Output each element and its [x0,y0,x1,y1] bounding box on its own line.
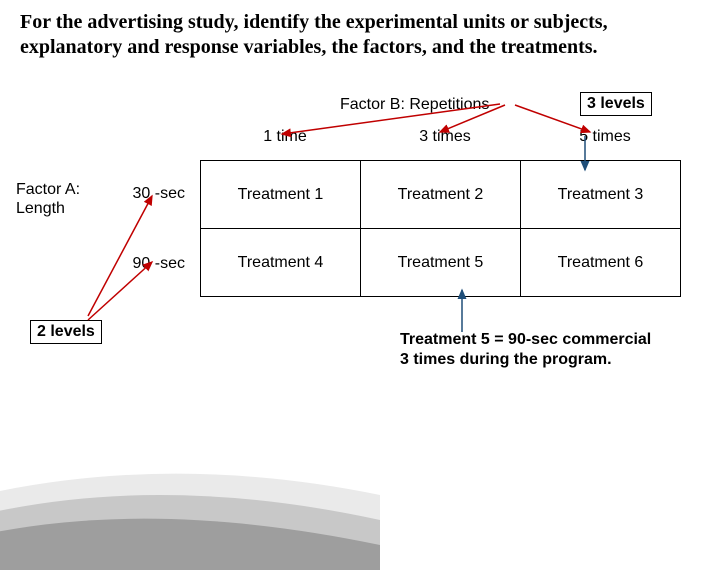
row-header: 30 -sec [125,185,185,203]
treatment-cell: Treatment 6 [521,229,681,297]
treatment-cell: Treatment 1 [201,161,361,229]
factor-a-label: Factor A: Length [16,180,80,218]
row-header: 90 -sec [125,255,185,273]
factor-b-label: Factor B: Repetitions [340,96,489,114]
column-header: 1 time [215,128,355,146]
decorative-swoosh [0,440,380,570]
intro-text: For the advertising study, identify the … [20,10,700,60]
treatment-cell: Treatment 5 [361,229,521,297]
treatment-cell: Treatment 2 [361,161,521,229]
treatment-cell: Treatment 4 [201,229,361,297]
column-header: 3 times [375,128,515,146]
two-levels-box: 2 levels [30,320,102,344]
treatments-table: Treatment 1 Treatment 2 Treatment 3 Trea… [200,160,681,297]
treatment5-note: Treatment 5 = 90-sec commercial 3 times … [400,330,660,370]
three-levels-box: 3 levels [580,92,652,116]
column-header: 5 times [535,128,675,146]
treatment-cell: Treatment 3 [521,161,681,229]
